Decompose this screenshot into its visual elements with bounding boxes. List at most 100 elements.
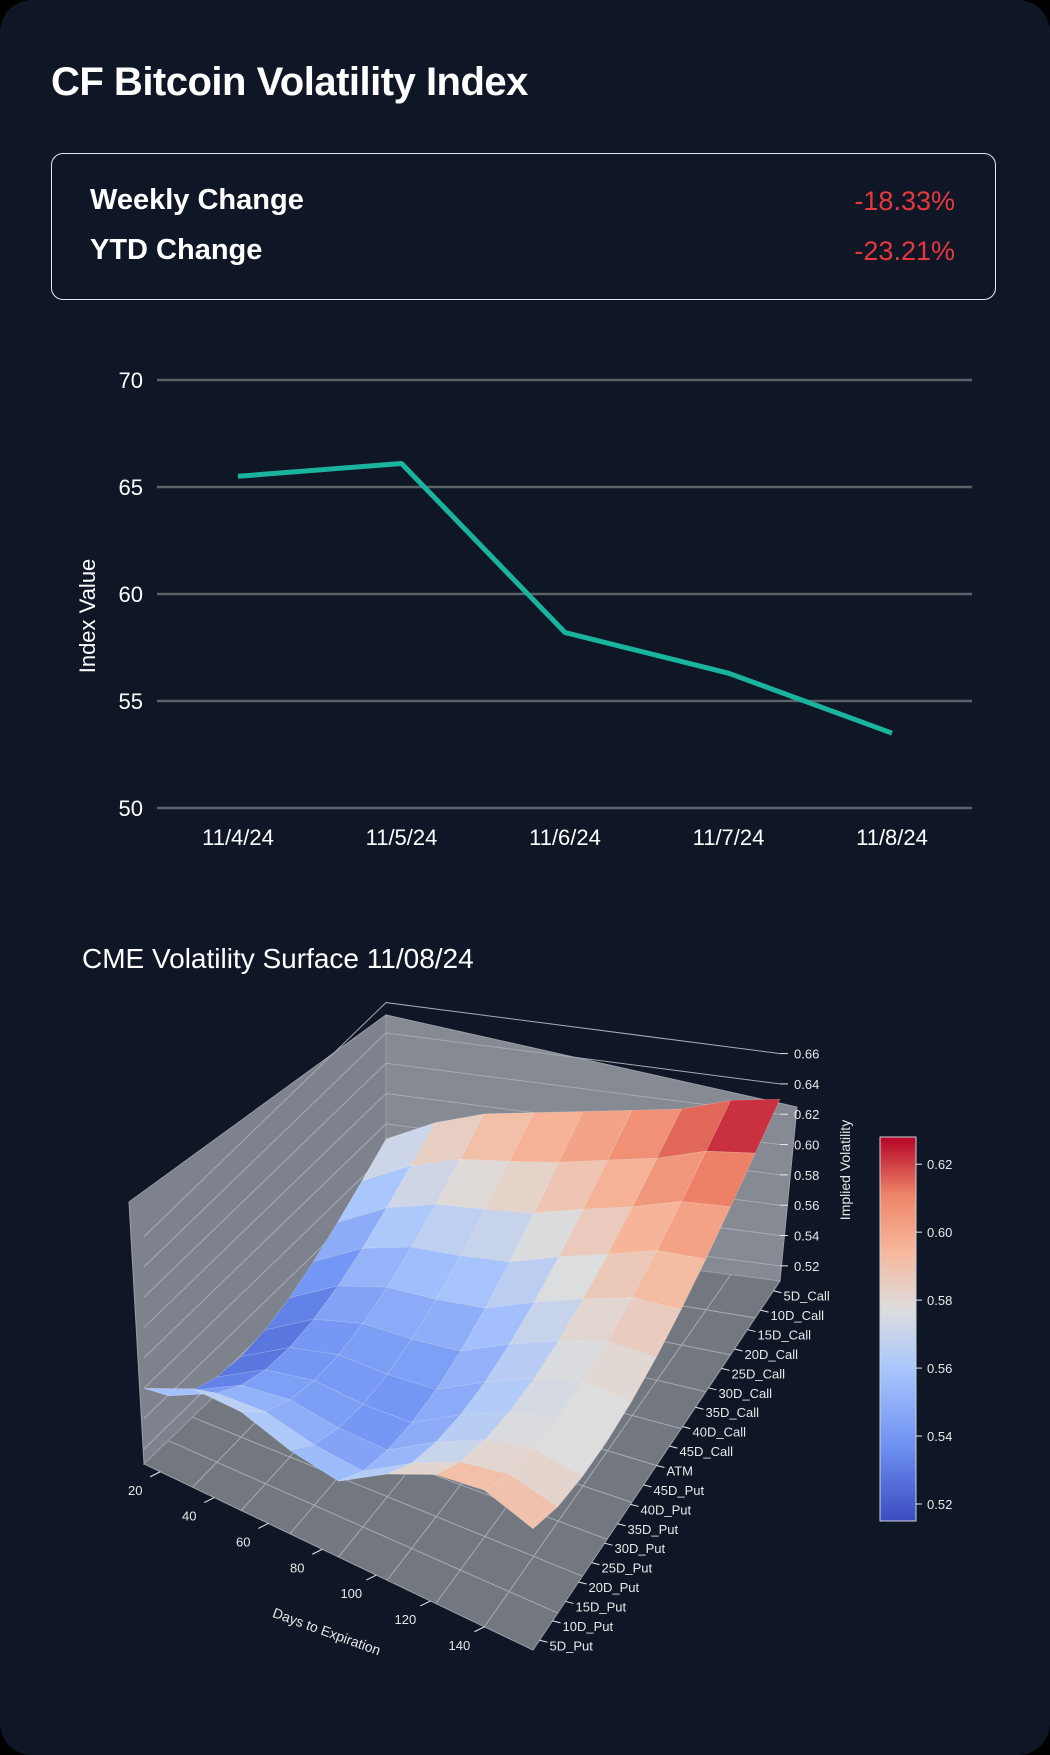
z-tick-label: 0.54 — [794, 1229, 819, 1244]
y-tick-mark — [552, 1620, 561, 1624]
y-tick-mark — [695, 1406, 704, 1410]
y-tick-label: 25D_Call — [732, 1366, 786, 1381]
x-tick-mark — [474, 1626, 485, 1633]
wall-grid-line — [143, 1002, 781, 1237]
x-tick-mark — [366, 1574, 377, 1581]
y-tick-mark — [656, 1465, 665, 1468]
y-tick-mark — [578, 1581, 587, 1585]
z-tick-label: 0.52 — [794, 1259, 819, 1274]
ytd-change-label: YTD Change — [90, 234, 263, 266]
y-tick-label: 45D_Put — [654, 1483, 705, 1498]
floor-grid-line — [192, 1416, 583, 1577]
y-tick-label: ATM — [667, 1464, 693, 1479]
x-tick-label: 140 — [449, 1638, 471, 1653]
weekly-change-row: Weekly Change -18.33% — [90, 184, 955, 224]
surface-title: CME Volatility Surface 11/08/24 — [82, 943, 474, 974]
x-tick-label: 11/6/24 — [529, 825, 601, 850]
y-tick-mark — [669, 1445, 678, 1449]
y-tick-mark — [747, 1329, 756, 1333]
colorbar — [879, 1136, 917, 1522]
x-tick-mark — [204, 1497, 215, 1504]
x-tick-mark — [258, 1522, 269, 1529]
z-tick-label: 0.56 — [794, 1198, 819, 1213]
y-tick-label: 15D_Call — [758, 1328, 812, 1343]
y-tick-mark — [604, 1542, 613, 1546]
y-tick-mark — [630, 1503, 639, 1507]
y-tick-label: 70 — [119, 368, 143, 393]
y-tick-label: 10D_Call — [771, 1308, 825, 1323]
index-series-line — [237, 460, 893, 736]
y-tick-label: 25D_Put — [602, 1561, 653, 1576]
y-tick-label: 5D_Call — [784, 1289, 830, 1304]
x-tick-mark — [312, 1548, 323, 1555]
surface-patch — [557, 1381, 633, 1442]
y-tick-label: 20D_Put — [589, 1580, 640, 1595]
weekly-change-value: -18.33% — [854, 186, 955, 216]
y-tick-label: 40D_Call — [693, 1425, 747, 1440]
x-tick-label: 11/7/24 — [693, 825, 765, 850]
wall-grid-line — [143, 1032, 781, 1268]
y-tick-mark — [773, 1290, 782, 1294]
y-tick-mark — [617, 1523, 626, 1527]
ytd-change-value: -23.21% — [854, 236, 955, 266]
y-tick-label: 30D_Call — [719, 1386, 773, 1401]
y-tick-mark — [734, 1348, 743, 1352]
page-title: CF Bitcoin Volatility Index — [51, 60, 528, 104]
y-tick-mark — [591, 1562, 600, 1566]
y-tick-label: 30D_Put — [615, 1541, 666, 1556]
surface-patch — [631, 1250, 707, 1310]
surface-patch — [705, 1098, 781, 1154]
y-tick-label: 35D_Call — [706, 1405, 760, 1420]
colorbar-tick-label: 0.52 — [927, 1497, 952, 1512]
surface-patch — [483, 1473, 559, 1530]
stats-panel: Weekly Change -18.33% YTD Change -23.21% — [51, 153, 996, 300]
y-tick-mark — [721, 1367, 730, 1371]
x-axis-label: Days to Expiration — [271, 1604, 383, 1658]
z-tick-label: 0.58 — [794, 1168, 819, 1183]
x-tick-label: 11/4/24 — [202, 825, 274, 850]
x-tick-label: 80 — [290, 1560, 304, 1575]
y-tick-mark — [760, 1309, 769, 1313]
y-tick-label: 55 — [119, 689, 143, 714]
y-tick-mark — [539, 1639, 548, 1643]
weekly-change-label: Weekly Change — [90, 184, 304, 216]
colorbar-tick-label: 0.56 — [927, 1361, 952, 1376]
x-tick-label: 120 — [394, 1612, 416, 1627]
colorbar-tick-label: 0.60 — [927, 1225, 952, 1240]
z-tick-label: 0.62 — [794, 1107, 819, 1122]
y-tick-label: 60 — [119, 582, 143, 607]
volatility-surface-chart: 20 40 60 80 100 120 140 5D_Call 10D_Call 15D_Cal… — [128, 1002, 952, 1658]
y-tick-label: 10D_Put — [563, 1619, 614, 1634]
y-tick-mark — [682, 1426, 691, 1430]
z-tick-label: 0.66 — [794, 1047, 819, 1062]
x-tick-label: 20 — [128, 1483, 142, 1498]
y-tick-label: 15D_Put — [576, 1599, 627, 1614]
y-axis-label: Index Value — [75, 559, 100, 674]
x-tick-label: 11/8/24 — [856, 825, 928, 850]
y-tick-label: 65 — [119, 475, 143, 500]
y-tick-label: 5D_Put — [550, 1638, 594, 1653]
y-tick-mark — [565, 1600, 574, 1604]
z-tick-label: 0.60 — [794, 1138, 819, 1153]
y-tick-label: 35D_Put — [628, 1522, 679, 1537]
x-tick-label: 60 — [236, 1534, 250, 1549]
x-tick-mark — [420, 1600, 431, 1607]
y-tick-mark — [708, 1387, 717, 1391]
z-tick-label: 0.64 — [794, 1077, 819, 1092]
colorbar-tick-label: 0.58 — [927, 1293, 952, 1308]
ytd-change-row: YTD Change -23.21% — [90, 234, 955, 274]
colorbar-tick-label: 0.54 — [927, 1429, 952, 1444]
x-tick-label: 40 — [182, 1509, 196, 1524]
y-tick-label: 20D_Call — [745, 1347, 799, 1362]
index-line-chart: 50 55 60 65 70 11/4/24 11/5/24 11/6/24 11/7/24 1… — [75, 368, 972, 850]
y-tick-mark — [643, 1484, 652, 1488]
y-tick-label: 40D_Put — [641, 1502, 692, 1517]
x-tick-mark — [149, 1471, 161, 1478]
floor-grid-line — [167, 1440, 558, 1614]
x-tick-label: 11/5/24 — [366, 825, 438, 850]
surface-patch — [607, 1297, 682, 1358]
wall-grid-line — [143, 1062, 781, 1298]
colorbar-tick-label: 0.62 — [927, 1157, 952, 1172]
y-tick-label: 45D_Call — [680, 1444, 734, 1459]
